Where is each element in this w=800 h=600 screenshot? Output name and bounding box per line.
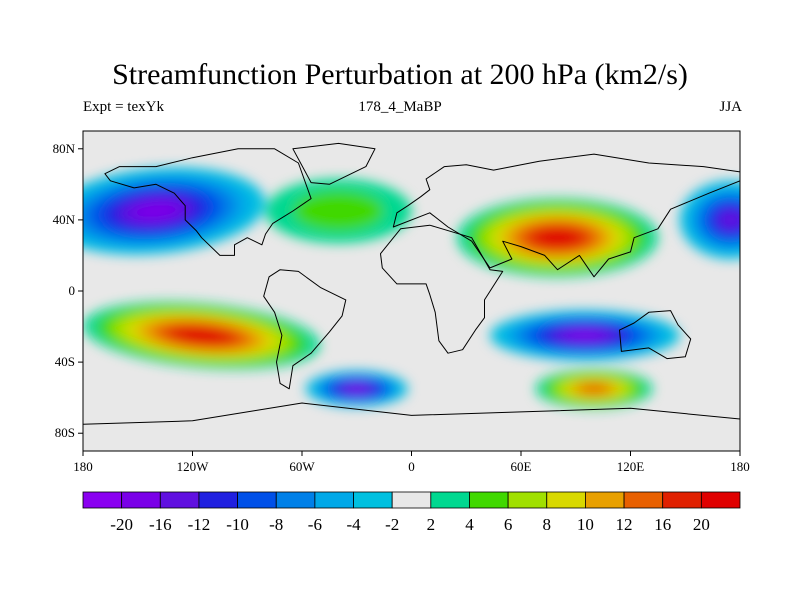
colorbar-label: -12 (188, 515, 211, 534)
season-label: JJA (719, 99, 742, 115)
colorbar-box (430, 491, 470, 509)
lon-tick-label: 120E (617, 459, 645, 474)
lon-tick-label: 120W (177, 459, 210, 474)
colorbar-label: -16 (149, 515, 172, 534)
contour-band (718, 210, 740, 230)
contour-band (133, 201, 179, 221)
colorbar-box (82, 491, 123, 509)
coastline-path (392, 153, 740, 278)
colorbar-box (469, 491, 509, 509)
colorbar-box (237, 491, 277, 509)
lon-tick-label: 180 (73, 459, 93, 474)
colorbar-box (275, 491, 316, 509)
colorbar-label: -10 (226, 515, 249, 534)
lon-tick-label: 180 (730, 459, 750, 474)
colorbar-box (546, 491, 586, 509)
colorbar-label: -2 (385, 515, 399, 534)
colorbar: -20 -16 -12 -10 -8 -6 -4 -2 2 4 6 8 10 12 16 20 (82, 491, 741, 534)
colorbar-box (507, 491, 548, 509)
time-label: 178_4_MaBP (358, 99, 442, 115)
colorbar-box (198, 491, 238, 509)
contour-band (293, 191, 384, 231)
lon-tick-label: 60E (511, 459, 532, 474)
colorbar-box (662, 491, 702, 509)
coastline-path (263, 269, 347, 390)
coastline-path (619, 310, 692, 360)
lon-tick-label: 60W (289, 459, 315, 474)
colorbar-label: -4 (346, 515, 361, 534)
experiment-label: Expt = texYk (83, 99, 164, 115)
coastline-path (380, 224, 504, 354)
colorbar-label: 16 (654, 515, 671, 534)
contour-band (179, 329, 224, 342)
colorbar-label: 6 (504, 515, 513, 534)
colorbar-label: 4 (465, 515, 474, 534)
lat-tick-label: 80N (53, 141, 76, 156)
contour-band (579, 384, 609, 394)
colorbar-label: 20 (693, 515, 710, 534)
colorbar-label: 2 (427, 515, 436, 534)
colorbar-label: 10 (577, 515, 594, 534)
contour-band (564, 330, 605, 341)
colorbar-box (353, 491, 393, 509)
axes: 180 120W 60W 0 60E 120E 180 80N 40N 0 40S 80S (53, 141, 750, 474)
coastline-path (292, 142, 376, 185)
colorbar-label: -6 (308, 515, 322, 534)
colorbar-box (391, 491, 432, 509)
colorbar-label: 12 (616, 515, 633, 534)
colorbar-label: 8 (543, 515, 552, 534)
colorbar-label: -8 (269, 515, 283, 534)
colorbar-label: -20 (110, 515, 133, 534)
colorbar-box (314, 491, 354, 509)
colorbar-box (700, 491, 741, 509)
coastlines (83, 142, 740, 451)
lat-tick-label: 0 (69, 283, 76, 298)
contour-field (83, 167, 740, 409)
colorbar-box (623, 491, 664, 509)
chart-title: Streamfunction Perturbation at 200 hPa (… (112, 58, 688, 91)
colorbar-box (159, 491, 200, 509)
contour-band (538, 230, 577, 245)
coastline-path (104, 148, 312, 256)
colorbar-box (121, 491, 161, 509)
lat-tick-label: 80S (55, 425, 75, 440)
lat-tick-label: 40S (55, 354, 75, 369)
lon-tick-label: 0 (408, 459, 415, 474)
lat-tick-label: 40N (53, 212, 76, 227)
coastline-path (83, 402, 740, 451)
contour-band (345, 385, 368, 393)
colorbar-box (585, 491, 625, 509)
